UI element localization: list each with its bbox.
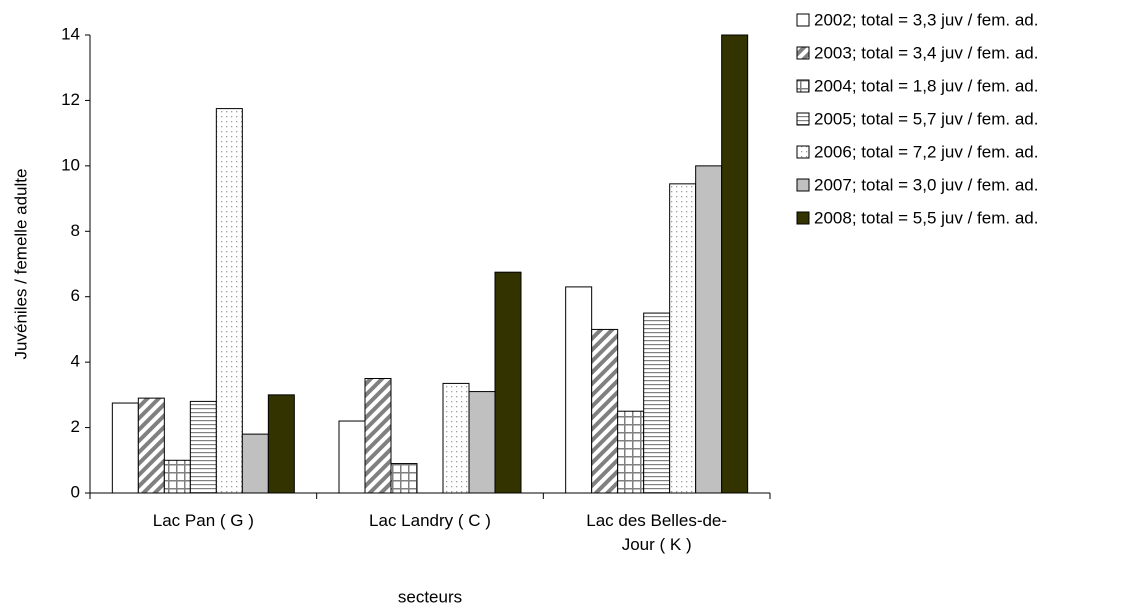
y-tick-label: 12 xyxy=(61,90,80,109)
bar xyxy=(695,165,723,494)
bar xyxy=(241,433,269,494)
legend-label: 2005; total = 5,7 juv / fem. ad. xyxy=(814,109,1038,128)
x-axis-title: secteurs xyxy=(398,587,462,606)
legend-label: 2007; total = 3,0 juv / fem. ad. xyxy=(814,175,1038,194)
bar xyxy=(617,410,645,494)
y-tick-label: 14 xyxy=(61,24,80,43)
legend-swatch xyxy=(796,145,810,159)
legend-swatch xyxy=(796,79,810,93)
bar xyxy=(338,420,366,494)
bar xyxy=(163,459,191,494)
y-tick-label: 8 xyxy=(71,221,80,240)
bar xyxy=(189,400,217,494)
bar xyxy=(215,108,243,494)
y-tick-label: 4 xyxy=(71,352,80,371)
bar xyxy=(669,183,697,494)
y-tick-label: 0 xyxy=(71,482,80,501)
y-tick-label: 6 xyxy=(71,286,80,305)
bar xyxy=(137,397,165,494)
legend-label: 2004; total = 1,8 juv / fem. ad. xyxy=(814,76,1038,95)
legend-swatch xyxy=(796,46,810,60)
legend-swatch xyxy=(796,112,810,126)
bar xyxy=(364,378,392,494)
legend-label: 2006; total = 7,2 juv / fem. ad. xyxy=(814,142,1038,161)
y-tick-label: 2 xyxy=(71,417,80,436)
bar xyxy=(442,382,470,494)
legend-label: 2003; total = 3,4 juv / fem. ad. xyxy=(814,43,1038,62)
bar xyxy=(721,34,749,494)
legend-label: 2008; total = 5,5 juv / fem. ad. xyxy=(814,208,1038,227)
legend-label: 2002; total = 3,3 juv / fem. ad. xyxy=(814,10,1038,29)
legend-swatch xyxy=(796,178,810,192)
bar xyxy=(591,328,619,494)
bar xyxy=(468,391,496,494)
bar xyxy=(494,271,522,494)
y-axis-title: Juvéniles / femelle adulte xyxy=(11,169,30,360)
legend-swatch xyxy=(796,13,810,27)
y-tick-label: 10 xyxy=(61,155,80,174)
legend-swatch xyxy=(796,211,810,225)
x-tick-label: Lac des Belles-de-Jour ( K ) xyxy=(586,511,728,554)
bar xyxy=(565,286,593,494)
bar xyxy=(111,402,139,494)
x-tick-label: Lac Landry ( C ) xyxy=(369,511,491,530)
bar xyxy=(643,312,671,494)
bar xyxy=(267,394,295,494)
bar xyxy=(390,463,418,494)
x-tick-label: Lac Pan ( G ) xyxy=(152,511,254,530)
